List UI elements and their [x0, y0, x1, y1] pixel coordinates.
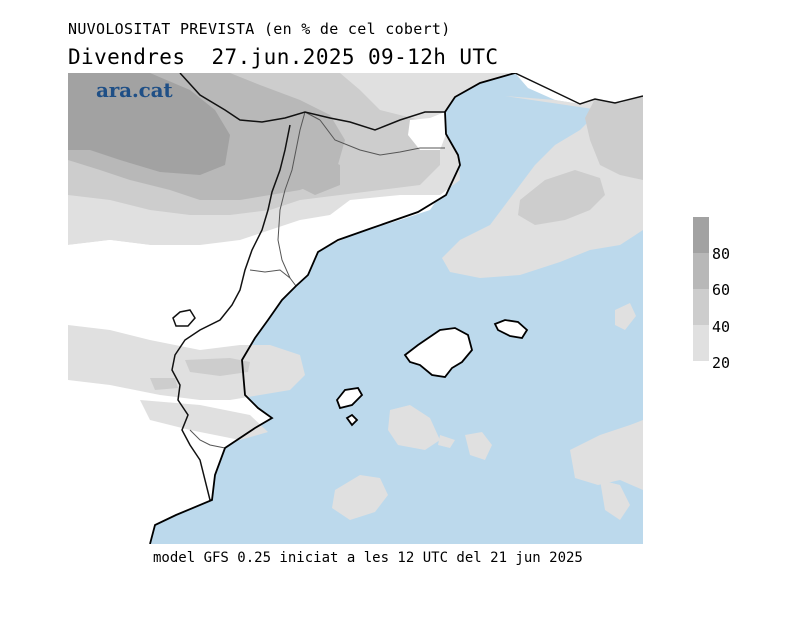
clear-sky-land-2 — [68, 238, 300, 325]
legend-label-60: 60 — [712, 281, 731, 299]
cloud-layer-land — [68, 73, 515, 440]
land-area-france — [515, 73, 643, 104]
borders — [189, 111, 445, 449]
clear-sky-north — [408, 112, 446, 150]
legend-label-80: 80 — [712, 245, 731, 263]
border-fragment — [172, 309, 196, 327]
national-border — [171, 73, 643, 501]
legend-step-80 — [693, 217, 709, 253]
legend-label-40: 40 — [712, 318, 731, 336]
forecast-date: 27.jun.2025 — [211, 45, 355, 69]
forecast-day: Divendres — [68, 45, 186, 69]
cloud-layer-sea — [332, 96, 643, 520]
legend-step-20 — [693, 325, 709, 361]
aracat-logo: ara.cat — [96, 78, 173, 102]
mallorca — [403, 327, 473, 378]
coastline — [149, 73, 516, 544]
forecast-datetime: Divendres 27.jun.2025 09-12h UTC — [68, 45, 498, 69]
map-canvas — [68, 73, 643, 544]
menorca — [493, 319, 529, 339]
formentera — [345, 413, 359, 427]
clear-sky-land — [255, 195, 440, 270]
legend-step-40 — [693, 289, 709, 325]
forecast-time-range: 09-12h UTC — [368, 45, 499, 69]
balearic-islands — [335, 319, 529, 427]
ibiza — [335, 387, 364, 410]
cloud-cover-map — [68, 73, 643, 544]
legend-colorbar — [693, 217, 709, 361]
map-title: NUVOLOSITAT PREVISTA (en % de cel cobert… — [68, 20, 451, 38]
legend-label-20: 20 — [712, 354, 731, 372]
legend-step-60 — [693, 253, 709, 289]
model-caption: model GFS 0.25 iniciat a les 12 UTC del … — [153, 550, 583, 566]
